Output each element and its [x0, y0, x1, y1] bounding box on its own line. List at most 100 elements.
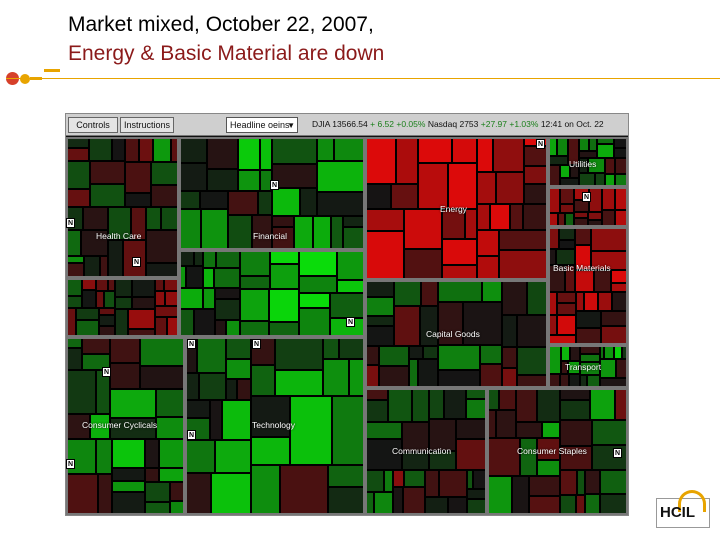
news-badge-icon[interactable]: N: [132, 257, 141, 267]
stock-cell[interactable]: [499, 388, 516, 410]
stock-cell[interactable]: [557, 292, 576, 303]
stock-cell[interactable]: [82, 354, 110, 370]
stock-cell[interactable]: [156, 417, 185, 439]
stock-cell[interactable]: [591, 227, 628, 251]
stock-cell[interactable]: [240, 289, 269, 321]
stock-cell[interactable]: [615, 187, 628, 210]
stock-cell[interactable]: [81, 230, 108, 256]
stock-cell[interactable]: [614, 137, 628, 148]
stock-cell[interactable]: [66, 230, 81, 256]
stock-cell[interactable]: [104, 291, 115, 308]
stock-cell[interactable]: [155, 278, 164, 291]
stock-cell[interactable]: [110, 363, 140, 389]
stock-cell[interactable]: [548, 165, 560, 187]
stock-cell[interactable]: [215, 440, 251, 473]
stock-cell[interactable]: [510, 204, 523, 230]
stock-cell[interactable]: [597, 144, 614, 158]
stock-cell[interactable]: [240, 276, 270, 289]
stock-cell[interactable]: [90, 414, 110, 439]
stock-cell[interactable]: [185, 440, 215, 473]
stock-cell[interactable]: [365, 231, 404, 280]
stock-cell[interactable]: [66, 161, 90, 189]
instructions-tab[interactable]: Instructions: [120, 117, 174, 133]
stock-cell[interactable]: [275, 337, 323, 370]
stock-cell[interactable]: [615, 388, 628, 420]
stock-cell[interactable]: [251, 365, 275, 396]
stock-cell[interactable]: [580, 375, 587, 388]
stock-cell[interactable]: [568, 361, 580, 374]
stock-cell[interactable]: [576, 495, 585, 515]
stock-cell[interactable]: [66, 308, 76, 337]
stock-cell[interactable]: [365, 184, 391, 209]
stock-cell[interactable]: [465, 209, 477, 239]
stock-cell[interactable]: [159, 439, 185, 468]
stock-cell[interactable]: [565, 265, 575, 292]
stock-cell[interactable]: [112, 137, 125, 161]
stock-cell[interactable]: [561, 345, 570, 361]
stock-cell[interactable]: [108, 278, 115, 291]
stock-cell[interactable]: [365, 326, 394, 346]
stock-cell[interactable]: [420, 306, 438, 346]
news-badge-icon[interactable]: N: [613, 448, 622, 458]
stock-cell[interactable]: [323, 359, 349, 396]
stock-cell[interactable]: [90, 184, 125, 207]
stock-cell[interactable]: [393, 470, 404, 487]
stock-cell[interactable]: [592, 420, 628, 445]
stock-cell[interactable]: [211, 473, 251, 515]
stock-cell[interactable]: [82, 337, 110, 354]
stock-cell[interactable]: [140, 337, 185, 366]
stock-cell[interactable]: [391, 184, 418, 209]
stock-cell[interactable]: [337, 280, 365, 293]
stock-cell[interactable]: [614, 345, 622, 359]
news-badge-icon[interactable]: N: [252, 339, 261, 349]
stock-cell[interactable]: [179, 163, 207, 191]
stock-cell[interactable]: [600, 470, 628, 494]
headline-dropdown[interactable]: Headline oeins ▼: [226, 117, 298, 133]
stock-cell[interactable]: [339, 337, 365, 359]
stock-cell[interactable]: [548, 137, 557, 156]
stock-cell[interactable]: [556, 249, 575, 265]
stock-cell[interactable]: [110, 389, 156, 418]
stock-cell[interactable]: [402, 422, 429, 452]
stock-cell[interactable]: [570, 165, 579, 178]
stock-cell[interactable]: [270, 250, 299, 264]
stock-cell[interactable]: [197, 337, 226, 373]
stock-cell[interactable]: [299, 308, 330, 337]
stock-cell[interactable]: [194, 309, 215, 337]
stock-cell[interactable]: [516, 388, 537, 422]
stock-cell[interactable]: [616, 359, 628, 378]
stock-cell[interactable]: [186, 266, 203, 288]
stock-cell[interactable]: [595, 173, 605, 187]
stock-cell[interactable]: [365, 365, 379, 388]
stock-cell[interactable]: [272, 188, 300, 216]
stock-cell[interactable]: [272, 216, 294, 227]
stock-cell[interactable]: [600, 378, 628, 388]
stock-cell[interactable]: [343, 216, 365, 227]
stock-cell[interactable]: [99, 315, 115, 326]
stock-cell[interactable]: [574, 218, 588, 227]
stock-cell[interactable]: [487, 410, 496, 438]
stock-cell[interactable]: [194, 250, 203, 266]
stock-cell[interactable]: [96, 278, 108, 291]
stock-cell[interactable]: [502, 315, 517, 347]
stock-cell[interactable]: [179, 288, 203, 309]
stock-cell[interactable]: [76, 320, 99, 337]
stock-cell[interactable]: [394, 280, 421, 306]
stock-cell[interactable]: [300, 188, 317, 216]
stock-cell[interactable]: [365, 388, 388, 400]
stock-cell[interactable]: [280, 465, 328, 515]
stock-cell[interactable]: [179, 209, 201, 250]
stock-cell[interactable]: [579, 173, 595, 187]
stock-cell[interactable]: [477, 256, 499, 280]
sector-label-consumer-cyclicals[interactable]: Consumer Cyclicals: [82, 420, 158, 430]
stock-cell[interactable]: [559, 240, 575, 249]
stock-cell[interactable]: [216, 250, 240, 268]
stock-cell[interactable]: [438, 280, 482, 302]
stock-cell[interactable]: [98, 474, 112, 515]
stock-cell[interactable]: [269, 322, 299, 337]
stock-cell[interactable]: [605, 174, 615, 187]
stock-cell[interactable]: [251, 396, 290, 437]
stock-cell[interactable]: [317, 161, 365, 192]
stock-cell[interactable]: [467, 470, 473, 489]
stock-cell[interactable]: [580, 354, 600, 362]
